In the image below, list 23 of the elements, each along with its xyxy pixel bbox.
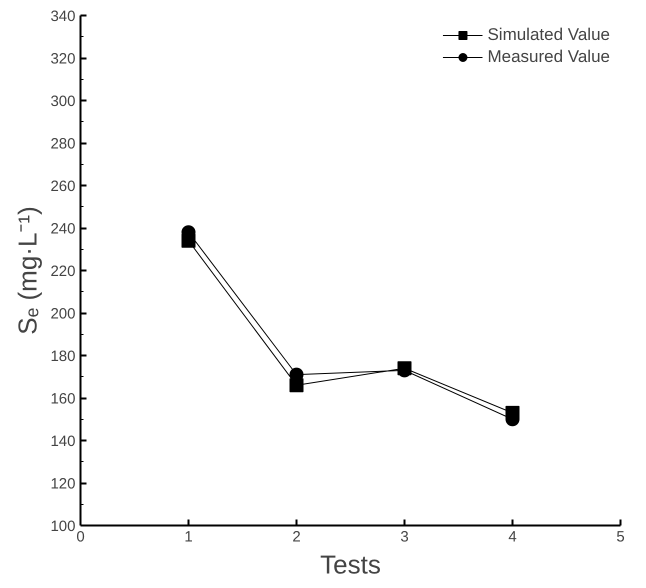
legend-label: Simulated Value: [487, 25, 610, 45]
y-tick-label: 320: [50, 50, 76, 68]
x-tick-label: 5: [616, 528, 625, 546]
x-tick-label: 0: [76, 528, 85, 546]
x-tick-label: 3: [400, 528, 409, 546]
y-axis-title: Sₑ (mg·L⁻¹): [12, 206, 42, 335]
y-tick-label: 100: [50, 518, 76, 535]
x-tick-label: 1: [184, 528, 193, 546]
y-tick-label: 220: [50, 263, 76, 280]
legend-label: Measured Value: [487, 47, 610, 67]
y-tick-label: 120: [50, 476, 76, 492]
x-tick-label: 4: [508, 528, 517, 546]
y-tick-label: 160: [50, 390, 76, 408]
y-tick-label: 260: [50, 178, 76, 195]
y-tick-label: 200: [50, 306, 76, 322]
y-tick-label: 140: [50, 433, 76, 450]
y-tick-label: 180: [50, 348, 76, 365]
y-tick-label: 340: [50, 8, 76, 25]
y-tick-label: 300: [50, 93, 76, 110]
y-tick-label: 280: [50, 136, 76, 152]
y-tick-label: 240: [50, 220, 76, 238]
x-tick-label: 2: [292, 528, 301, 546]
x-axis-title: Tests: [320, 550, 381, 580]
